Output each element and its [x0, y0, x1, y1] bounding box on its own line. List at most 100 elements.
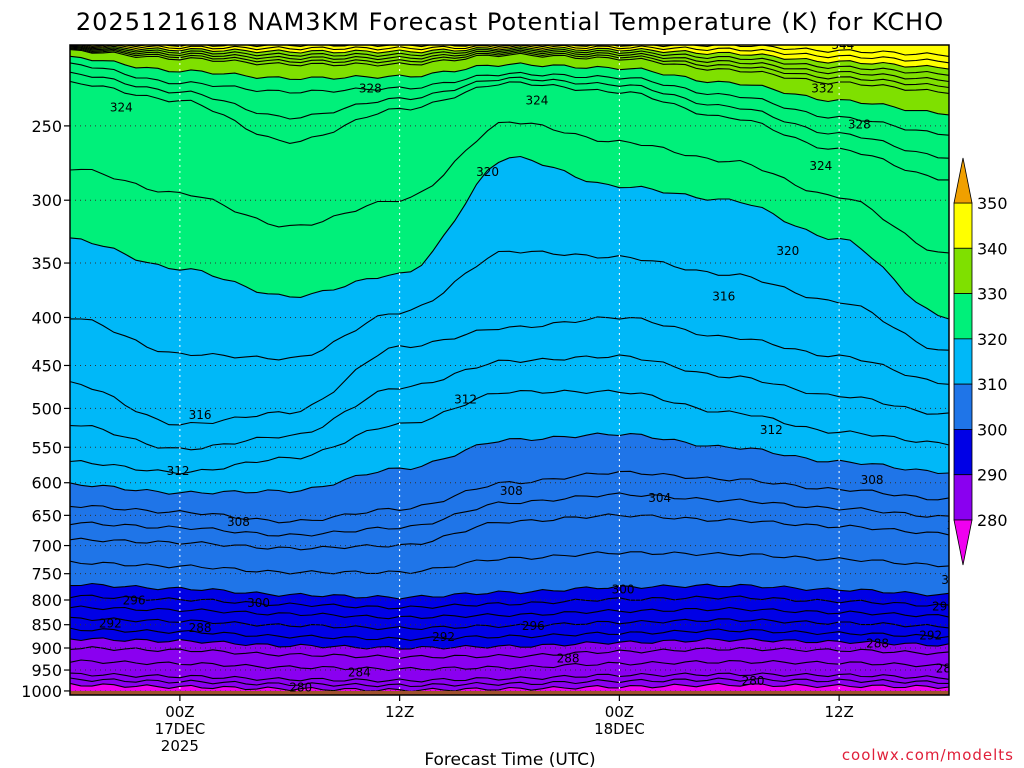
isentrope-316 [70, 316, 949, 426]
contour-label-304: 304 [648, 491, 671, 505]
contour-label-text: 288 [189, 621, 212, 635]
x-tick-label-2-1: 18DEC [594, 720, 645, 738]
plot-area: 344 332 328 328 324 324 324 320 320 316 316 312 312 3… [70, 38, 970, 695]
contour-label-text: 312 [454, 392, 477, 406]
contour-label-text: 344 [831, 38, 854, 52]
contour-label-288: 288 [189, 621, 212, 635]
contour-label-300: 300 [247, 596, 270, 610]
contour-label-328: 328 [359, 81, 382, 95]
y-tick-label-650: 650 [31, 506, 62, 525]
y-tick-label-950: 950 [31, 661, 62, 680]
contour-label-292: 292 [99, 617, 122, 631]
isentrope-304 [70, 513, 949, 551]
y-axis-ticks: 250 300 350 400 450 500 550 600 650 700 750 800 850 9… [21, 117, 70, 701]
contour-label-332: 332 [811, 81, 834, 95]
isentrope-290 [70, 637, 949, 650]
ground-fill [70, 690, 949, 695]
contour-label-text: 320 [776, 244, 799, 258]
y-tick-label-450: 450 [31, 356, 62, 375]
isentrope-324 [70, 80, 949, 181]
y-tick-label-700: 700 [31, 537, 62, 556]
colorbar-label-280: 280 [977, 511, 1008, 530]
contour-label-312: 312 [167, 464, 190, 478]
isentrope-310 [70, 432, 949, 495]
y-tick-label-350: 350 [31, 254, 62, 273]
contour-label-text: 324 [110, 101, 133, 115]
isentrope-296 [70, 605, 949, 620]
contour-label-300: 300 [612, 583, 635, 597]
isentrope-326 [70, 71, 949, 159]
contour-label-296: 296 [522, 619, 545, 633]
isentrope-298 [70, 594, 949, 610]
contour-label-text: 324 [526, 94, 549, 108]
colorbar-label-300: 300 [977, 420, 1008, 439]
contour-label-280: 280 [742, 674, 765, 688]
contour-label-text: 300 [247, 596, 270, 610]
contour-label-328: 328 [848, 117, 871, 131]
contour-label-text: 312 [167, 464, 190, 478]
contour-label-284: 284 [936, 662, 959, 676]
contour-label-text: 308 [861, 473, 884, 487]
contour-label-308: 308 [500, 484, 523, 498]
contour-label-text: 284 [348, 666, 371, 680]
contour-label-text: 280 [289, 681, 312, 695]
colorbar-label-290: 290 [977, 466, 1008, 485]
contour-label-text: 328 [848, 117, 871, 131]
contour-label-text: 284 [936, 662, 959, 676]
isentrope-332 [70, 49, 949, 94]
contour-label-320: 320 [476, 165, 499, 179]
contour-label-296: 296 [932, 600, 955, 614]
contour-label-300: 300 [941, 573, 949, 587]
contour-label-text: 296 [932, 600, 955, 614]
contour-label-284: 284 [348, 666, 371, 680]
isentrope-330 [70, 55, 949, 116]
contour-label-312: 312 [454, 392, 477, 406]
x-tick-label-0-1: 17DEC [155, 720, 206, 738]
y-tick-label-300: 300 [31, 191, 62, 210]
y-tick-label-600: 600 [31, 474, 62, 493]
contour-label-316: 316 [712, 290, 735, 304]
contour-label-308: 308 [861, 473, 884, 487]
x-axis-ticks: 00Z17DEC202512Z00Z18DEC12Z00Z19DEC [155, 695, 854, 755]
isentrope-contours [70, 45, 949, 693]
contour-label-308: 308 [227, 515, 250, 529]
isentrope-334 [70, 48, 949, 89]
contour-label-text: 292 [432, 630, 455, 644]
contour-label-text: 304 [947, 518, 970, 532]
y-tick-label-750: 750 [31, 565, 62, 584]
contour-label-324: 324 [809, 159, 832, 173]
colorbar: 350 340 330 320 310 300 290 280 [953, 157, 1008, 566]
contour-label-288: 288 [557, 651, 580, 665]
x-tick-label-0-0: 00Z [165, 703, 194, 721]
contour-label-288: 288 [866, 636, 889, 650]
plot-frame [69, 44, 950, 696]
contour-label-text: 332 [811, 81, 834, 95]
isentrope-280 [70, 682, 949, 693]
contour-label-text: 312 [760, 423, 783, 437]
contour-label-292: 292 [919, 629, 942, 643]
x-axis-label: Forecast Time (UTC) [424, 750, 595, 768]
colorbar-segment-330 [953, 247, 973, 294]
contour-labels: 344 332 328 328 324 324 324 320 320 316 316 312 312 3… [99, 38, 970, 695]
colorbar-label-340: 340 [977, 239, 1008, 258]
contour-label-text: 328 [359, 81, 382, 95]
y-tick-label-1000: 1000 [21, 682, 62, 701]
ground-layer [70, 690, 949, 695]
isentrope-306 [70, 492, 949, 537]
colorbar-segment-280 [953, 474, 973, 521]
contour-label-296: 296 [123, 593, 146, 607]
isentrope-284 [70, 672, 949, 683]
y-tick-label-500: 500 [31, 399, 62, 418]
contour-label-text: 304 [648, 491, 671, 505]
isentrope-328 [70, 62, 949, 136]
contour-label-320: 320 [776, 244, 799, 258]
contour-label-text: 288 [866, 636, 889, 650]
contour-label-324: 324 [110, 101, 133, 115]
isentrope-318 [70, 250, 949, 361]
isentrope-288 [70, 646, 949, 660]
isentrope-322 [70, 121, 949, 254]
colorbar-segment-300 [953, 383, 973, 430]
contour-label-312: 312 [760, 423, 783, 437]
isentrope-292 [70, 627, 949, 641]
isentrope-340 [70, 45, 949, 70]
